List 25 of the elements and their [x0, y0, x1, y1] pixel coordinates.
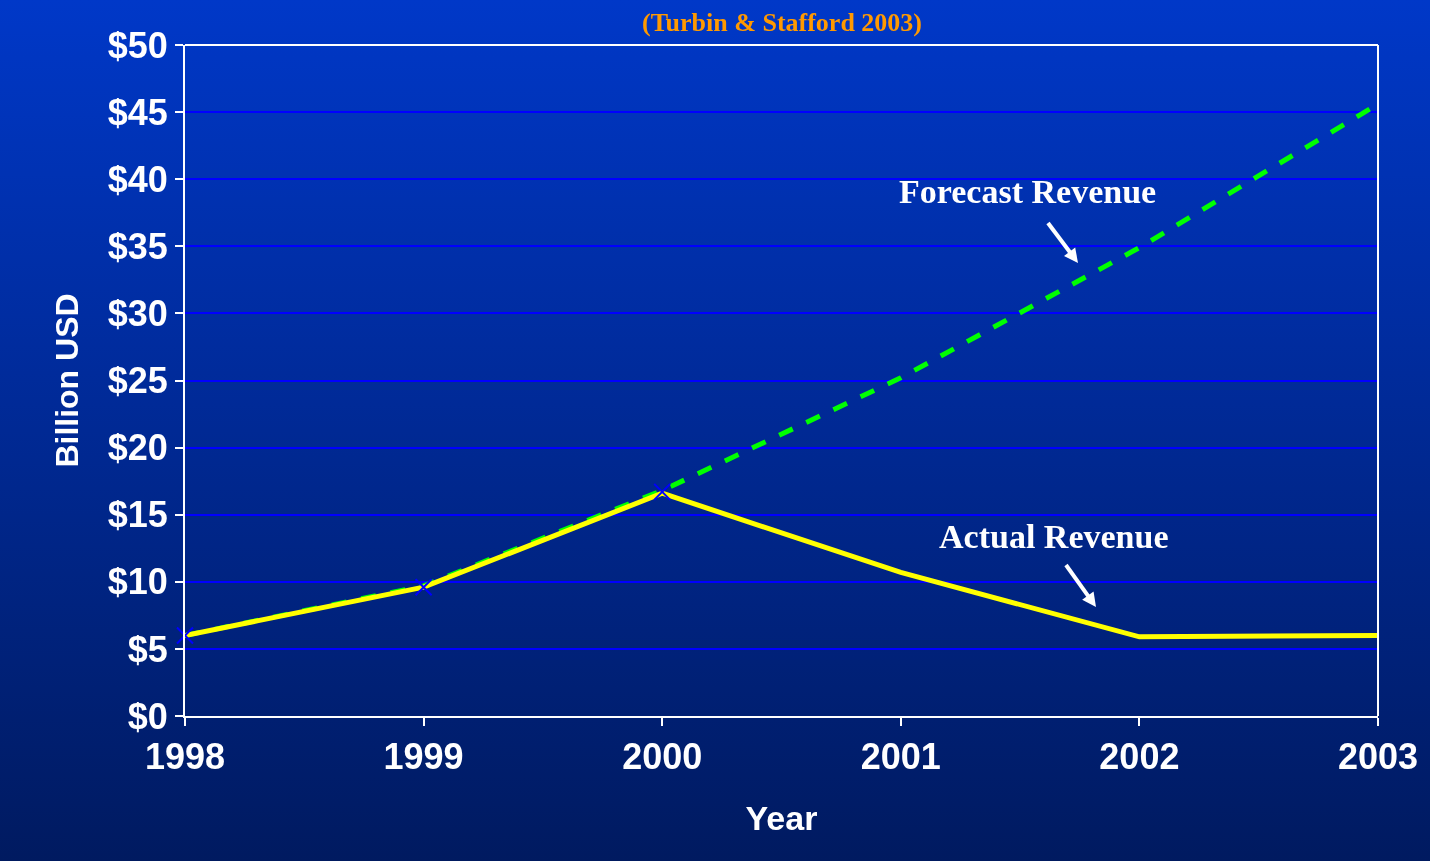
x-tick-label: 1998: [144, 736, 226, 778]
annotation: Forecast Revenue: [899, 173, 1157, 210]
y-tick-label: $45: [107, 91, 168, 133]
chart-subtitle: (Turbin & Stafford 2003): [642, 8, 923, 37]
point: [176, 626, 194, 645]
y-tick-label: $10: [107, 561, 168, 603]
y-tick-label: $5: [127, 628, 168, 670]
point: [414, 578, 433, 597]
y-tick-label: $35: [107, 225, 168, 267]
y-tick-label: $50: [107, 24, 168, 66]
x-tick-label: 2003: [1337, 736, 1419, 778]
x-tick-label: 2001: [860, 736, 941, 778]
x-tick-label: 2000: [622, 736, 703, 778]
y-axis-title: Billion USD: [48, 293, 85, 468]
y-tick-label: $25: [107, 360, 168, 402]
y-tick-label: $40: [107, 158, 168, 200]
x-tick-label: 1999: [383, 736, 464, 778]
y-tick-label: $0: [127, 695, 168, 737]
point: [653, 482, 672, 501]
y-tick-label: $15: [107, 494, 168, 536]
y-tick-label: $20: [107, 427, 168, 469]
x-tick-label: 2002: [1099, 736, 1180, 778]
y-tick-label: $30: [107, 293, 168, 334]
annotation: Actual Revenue: [939, 518, 1169, 555]
x-axis-title: Year: [745, 799, 818, 837]
